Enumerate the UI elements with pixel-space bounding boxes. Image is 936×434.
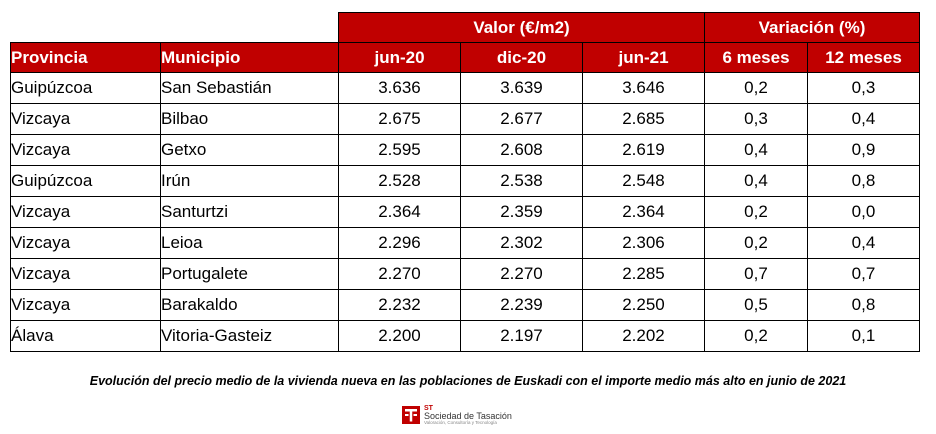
table-cell: 2.675 bbox=[338, 103, 461, 135]
table-cell: 2.677 bbox=[460, 103, 583, 135]
table-cell: 0,2 bbox=[704, 196, 808, 228]
table-cell: 0,5 bbox=[704, 289, 808, 321]
group-header-variacion: Variación (%) bbox=[704, 12, 920, 43]
company-logo: ST Sociedad de Tasación Valoración, Cons… bbox=[402, 403, 512, 427]
st-logo-icon bbox=[402, 406, 420, 424]
table-cell: 2.685 bbox=[582, 103, 705, 135]
table-cell: 3.639 bbox=[460, 72, 583, 104]
logo-tagline: Valoración, Consultoría y Tecnología bbox=[424, 419, 497, 425]
table-cell: 2.285 bbox=[582, 258, 705, 290]
table-cell: 2.306 bbox=[582, 227, 705, 259]
table-cell: 2.197 bbox=[460, 320, 583, 352]
group-header-spacer bbox=[10, 12, 339, 43]
column-header-0: Provincia bbox=[10, 42, 161, 73]
table-cell: 0,2 bbox=[704, 227, 808, 259]
table-cell: 2.548 bbox=[582, 165, 705, 197]
table-cell: 3.636 bbox=[338, 72, 461, 104]
table-cell: 0,4 bbox=[807, 103, 920, 135]
table-cell: 3.646 bbox=[582, 72, 705, 104]
table-cell: 2.202 bbox=[582, 320, 705, 352]
table-cell: 0,8 bbox=[807, 165, 920, 197]
table-cell: 0,4 bbox=[704, 134, 808, 166]
table-cell: 0,1 bbox=[807, 320, 920, 352]
table-cell: Portugalete bbox=[160, 258, 339, 290]
table-cell: Vizcaya bbox=[10, 134, 161, 166]
table-cell: Vizcaya bbox=[10, 103, 161, 135]
table-row: Vizcaya Getxo 2.595 2.608 2.619 0,4 0,9 bbox=[10, 134, 920, 166]
table-cell: Santurtzi bbox=[160, 196, 339, 228]
table-cell: Vizcaya bbox=[10, 196, 161, 228]
table-cell: 0,4 bbox=[807, 227, 920, 259]
table-cell: Bilbao bbox=[160, 103, 339, 135]
table-cell: 2.359 bbox=[460, 196, 583, 228]
table-cell: 2.595 bbox=[338, 134, 461, 166]
table-cell: 2.528 bbox=[338, 165, 461, 197]
table-cell: 0,0 bbox=[807, 196, 920, 228]
column-header-6: 12 meses bbox=[807, 42, 920, 73]
logo-name: Sociedad de Tasación bbox=[424, 410, 512, 421]
table-cell: 2.608 bbox=[460, 134, 583, 166]
table-row: Vizcaya Santurtzi 2.364 2.359 2.364 0,2 0,0 bbox=[10, 196, 920, 228]
table-cell: 2.538 bbox=[460, 165, 583, 197]
table-row: Vizcaya Barakaldo 2.232 2.239 2.250 0,5 0,8 bbox=[10, 289, 920, 321]
column-header-4: jun-21 bbox=[582, 42, 705, 73]
column-header-1: Municipio bbox=[160, 42, 339, 73]
column-header-row: Provincia Municipio jun-20 dic-20 jun-21 6 me… bbox=[10, 42, 920, 73]
table-cell: 2.302 bbox=[460, 227, 583, 259]
table-cell: 0,2 bbox=[704, 320, 808, 352]
table-cell: 0,7 bbox=[807, 258, 920, 290]
table-cell: Guipúzcoa bbox=[10, 72, 161, 104]
table-cell: 2.232 bbox=[338, 289, 461, 321]
table-cell: 2.364 bbox=[338, 196, 461, 228]
table-caption: Evolución del precio medio de la viviend… bbox=[89, 374, 847, 388]
table-cell: Leioa bbox=[160, 227, 339, 259]
table-cell: 0,7 bbox=[704, 258, 808, 290]
logo-abbr: ST bbox=[424, 404, 433, 412]
table-cell: 0,8 bbox=[807, 289, 920, 321]
table-cell: 2.296 bbox=[338, 227, 461, 259]
table-cell: Vizcaya bbox=[10, 258, 161, 290]
column-header-3: dic-20 bbox=[460, 42, 583, 73]
table-cell: 0,3 bbox=[704, 103, 808, 135]
table-cell: 0,2 bbox=[704, 72, 808, 104]
table-row: Vizcaya Portugalete 2.270 2.270 2.285 0,7 0,7 bbox=[10, 258, 920, 290]
table-cell: Álava bbox=[10, 320, 161, 352]
table-cell: 2.619 bbox=[582, 134, 705, 166]
table-cell: Guipúzcoa bbox=[10, 165, 161, 197]
table-cell: Getxo bbox=[160, 134, 339, 166]
table-cell: 2.239 bbox=[460, 289, 583, 321]
table-cell: Irún bbox=[160, 165, 339, 197]
table-cell: Vizcaya bbox=[10, 227, 161, 259]
table-cell: Vitoria-Gasteiz bbox=[160, 320, 339, 352]
table-cell: 2.200 bbox=[338, 320, 461, 352]
table-row: Vizcaya Bilbao 2.675 2.677 2.685 0,3 0,4 bbox=[10, 103, 920, 135]
table-cell: Vizcaya bbox=[10, 289, 161, 321]
group-header-valor: Valor (€/m2) bbox=[338, 12, 705, 43]
group-header-row: Valor (€/m2) Variación (%) bbox=[10, 12, 920, 43]
table-cell: 0,9 bbox=[807, 134, 920, 166]
table-cell: 0,3 bbox=[807, 72, 920, 104]
table-row: Guipúzcoa Irún 2.528 2.538 2.548 0,4 0,8 bbox=[10, 165, 920, 197]
table-cell: 2.270 bbox=[460, 258, 583, 290]
column-header-5: 6 meses bbox=[704, 42, 808, 73]
table-body: Guipúzcoa San Sebastián 3.636 3.639 3.646 0,2… bbox=[10, 72, 920, 352]
table-cell: 2.270 bbox=[338, 258, 461, 290]
column-header-2: jun-20 bbox=[338, 42, 461, 73]
table-cell: 2.364 bbox=[582, 196, 705, 228]
table-row: Vizcaya Leioa 2.296 2.302 2.306 0,2 0,4 bbox=[10, 227, 920, 259]
table-cell: 2.250 bbox=[582, 289, 705, 321]
price-table: Valor (€/m2) Variación (%) Provincia Muni… bbox=[10, 12, 920, 352]
table-cell: San Sebastián bbox=[160, 72, 339, 104]
table-cell: Barakaldo bbox=[160, 289, 339, 321]
table-row: Álava Vitoria-Gasteiz 2.200 2.197 2.202 0,2 0,… bbox=[10, 320, 920, 352]
table-row: Guipúzcoa San Sebastián 3.636 3.639 3.646 0,2… bbox=[10, 72, 920, 104]
table-cell: 0,4 bbox=[704, 165, 808, 197]
